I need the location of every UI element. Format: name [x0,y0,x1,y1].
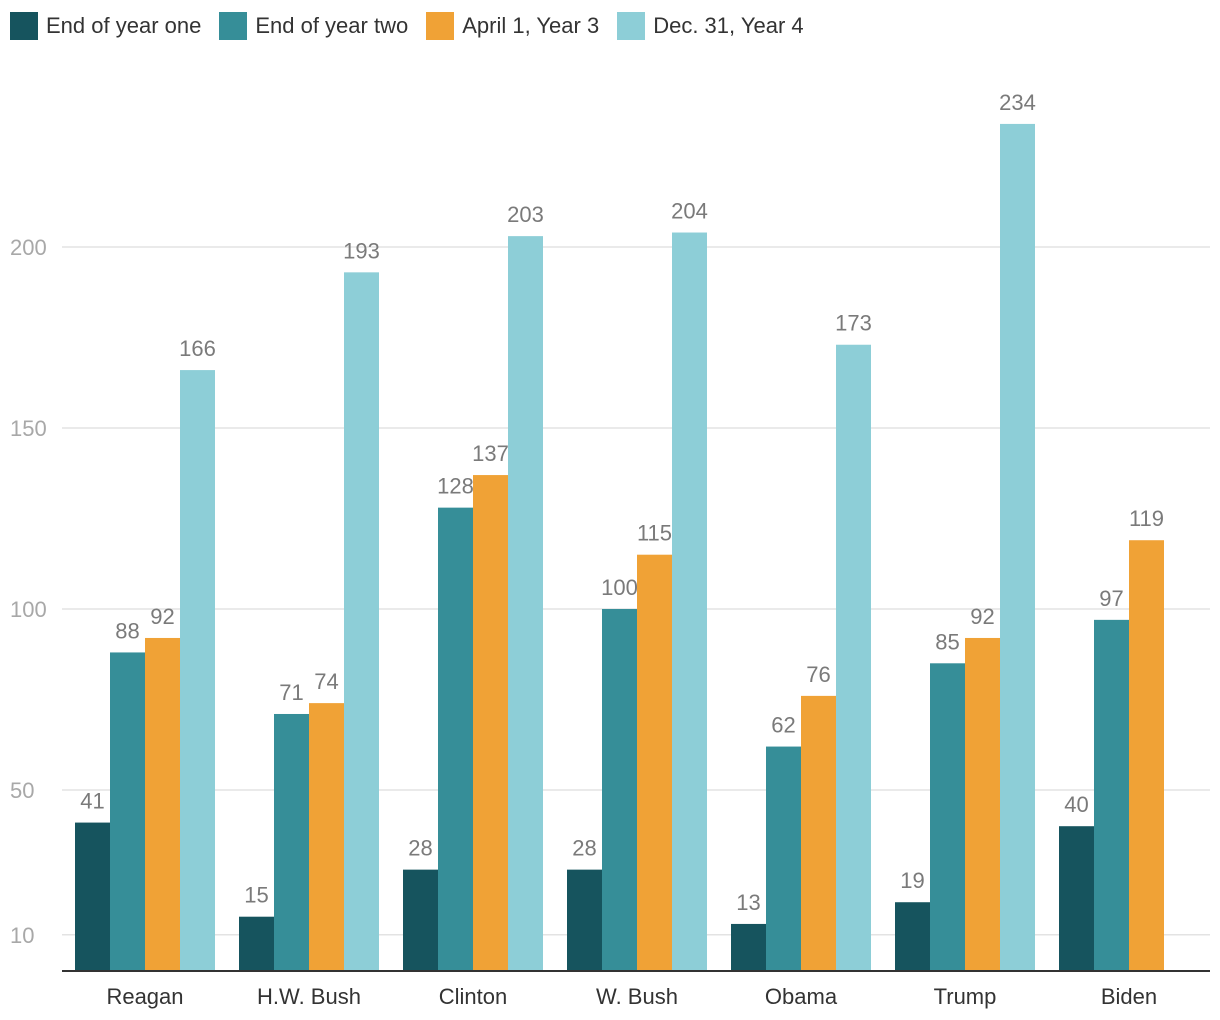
bar [145,637,180,971]
bar [1059,826,1094,971]
legend-label-year-four: Dec. 31, Year 4 [653,13,804,38]
bar [309,703,344,971]
bar [637,554,672,971]
data-label: 19 [900,868,924,893]
y-tick-label: 50 [10,778,34,803]
bar [1094,619,1129,971]
bar [731,923,766,971]
bar [836,344,871,971]
data-label: 137 [472,441,509,466]
data-label: 76 [806,662,830,687]
data-label: 203 [507,202,544,227]
bar [274,713,309,971]
bar [239,916,274,971]
data-label: 119 [1129,506,1164,531]
y-tick-label: 200 [10,235,47,260]
data-label: 115 [637,521,672,546]
bar [403,869,438,971]
legend-swatch-year-two [219,12,248,40]
data-label: 85 [935,629,959,654]
data-label: 28 [408,836,432,861]
bar [473,475,508,971]
data-label: 71 [279,680,303,705]
bar [75,822,110,971]
y-tick-label: 10 [10,923,34,948]
y-tick-label: 100 [10,597,47,622]
category-label: Reagan [106,984,183,1009]
legend-item-year-three: April 1, Year 3 [426,12,599,40]
data-label: 74 [314,669,338,694]
category-label: Obama [765,984,838,1009]
bar [672,232,707,971]
category-label: Clinton [439,984,507,1009]
legend-label-year-three: April 1, Year 3 [462,13,600,38]
bar [930,663,965,971]
legend-label-year-one: End of year one [46,13,202,38]
bar [438,507,473,971]
legend-label-year-two: End of year two [255,13,409,38]
legend: End of year one End of year two April 1,… [10,10,822,42]
bar [344,272,379,972]
data-label: 88 [115,618,139,643]
legend-item-year-one: End of year one [10,12,201,40]
category-label: W. Bush [596,984,678,1009]
data-label: 234 [999,90,1036,115]
bar [602,609,637,971]
category-label: Trump [934,984,997,1009]
bar [110,652,145,971]
bar [1000,123,1035,972]
data-label: 173 [835,311,872,336]
legend-item-year-four: Dec. 31, Year 4 [617,12,804,40]
bar [508,236,543,971]
data-label: 28 [572,836,596,861]
legend-swatch-year-four [617,12,646,40]
legend-swatch-year-three [426,12,455,40]
data-label: 204 [671,199,708,224]
data-label: 13 [736,890,760,915]
data-label: 97 [1099,586,1123,611]
data-label: 92 [150,604,174,629]
data-label: 15 [244,883,268,908]
data-label: 40 [1064,792,1088,817]
bar [1129,540,1164,971]
data-label: 92 [970,604,994,629]
data-label: 62 [771,713,795,738]
y-tick-label: 150 [10,416,47,441]
bar [567,869,602,971]
bar [180,370,215,972]
bar [895,902,930,971]
data-label: 128 [437,474,474,499]
data-label: 100 [601,575,638,600]
data-label: 193 [343,238,380,263]
bar [801,695,836,971]
bar [766,746,801,971]
legend-item-year-two: End of year two [219,12,408,40]
bar [965,637,1000,971]
data-label: 166 [179,336,216,361]
legend-swatch-year-one [10,12,38,40]
data-label: 41 [80,789,104,814]
category-label: Biden [1101,984,1157,1009]
category-label: H.W. Bush [257,984,361,1009]
